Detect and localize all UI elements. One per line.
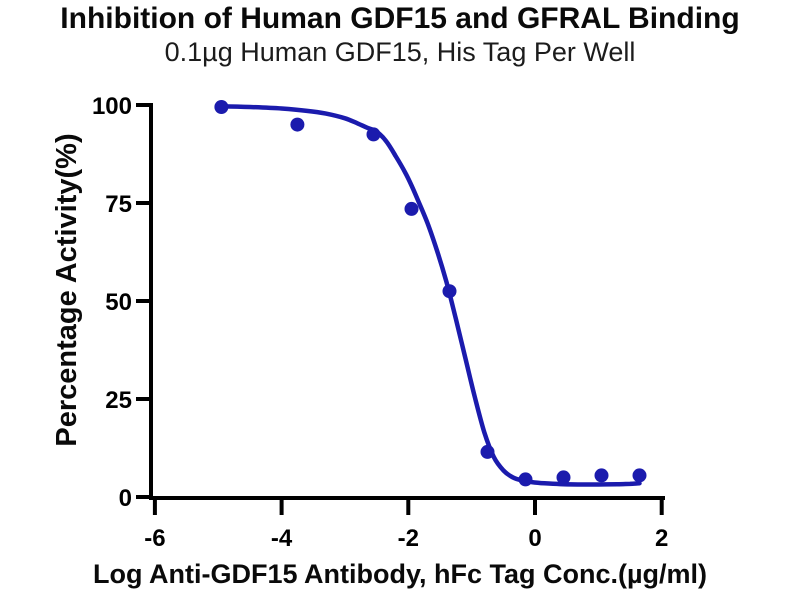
tick-layer: -6 -4 -2 0 2 0 25 50 75 100	[92, 93, 668, 552]
series-layer	[214, 100, 647, 487]
x-axis-label: Log Anti-GDF15 Antibody, hFc Tag Conc.(µ…	[93, 559, 707, 589]
y-tick-label: 25	[105, 387, 132, 414]
x-tick-label: 0	[528, 525, 541, 552]
data-point	[632, 468, 647, 483]
data-point	[290, 117, 305, 132]
data-point	[480, 444, 495, 459]
chart-title: Inhibition of Human GDF15 and GFRAL Bind…	[60, 2, 740, 35]
chart-subtitle: 0.1µg Human GDF15, His Tag Per Well	[164, 37, 636, 67]
axes-layer	[149, 103, 665, 500]
data-point	[594, 468, 609, 483]
data-point	[214, 100, 229, 114]
data-point	[442, 284, 457, 299]
data-point	[366, 127, 381, 142]
x-tick-label: -6	[144, 525, 165, 552]
x-tick-label: -2	[398, 525, 419, 552]
x-tick-label: -4	[271, 525, 293, 552]
data-point	[556, 470, 571, 485]
y-tick-label: 75	[105, 191, 132, 218]
y-tick-label: 100	[92, 93, 132, 120]
data-point	[404, 201, 419, 216]
y-tick-label: 0	[119, 485, 132, 512]
data-point	[518, 472, 533, 487]
y-tick-label: 50	[105, 289, 132, 316]
y-axis-label: Percentage Activity(%)	[51, 133, 83, 446]
fit-curve	[219, 103, 642, 487]
x-tick-label: 2	[655, 525, 668, 552]
